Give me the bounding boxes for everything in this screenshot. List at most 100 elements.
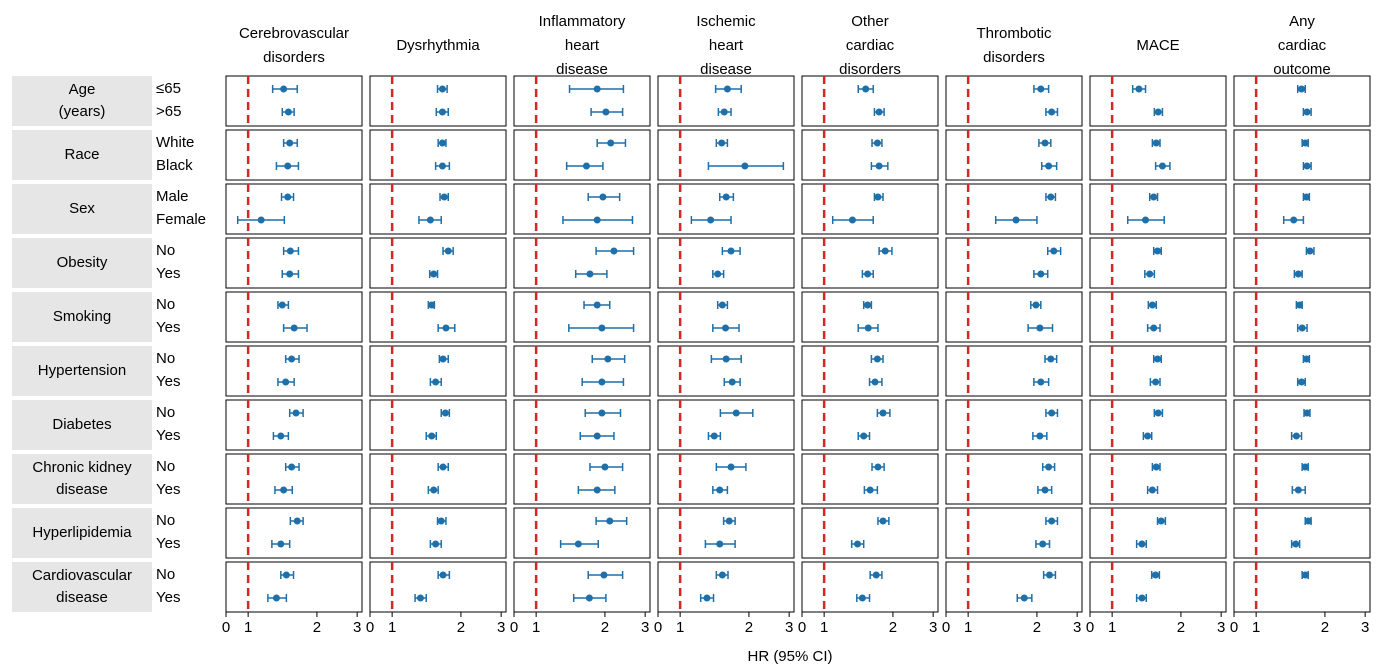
panel — [657, 237, 795, 289]
hr-point — [1012, 216, 1020, 224]
hr-point — [1020, 594, 1028, 602]
panel — [369, 453, 507, 505]
subgroup-label: Yes — [156, 481, 180, 498]
subgroup-label: No — [156, 296, 175, 313]
hr-point — [1306, 247, 1314, 255]
hr-point — [716, 486, 724, 494]
hr-point — [1048, 517, 1056, 525]
panel — [801, 561, 939, 613]
hr-point — [428, 432, 436, 440]
hr-point — [441, 409, 449, 417]
hr-point — [437, 517, 445, 525]
x-tick-label: 3 — [497, 619, 505, 636]
x-tick-label: 3 — [1217, 619, 1225, 636]
panel — [513, 129, 651, 181]
panel — [801, 75, 939, 127]
hr-point — [1154, 355, 1162, 363]
hr-point — [272, 594, 280, 602]
panel — [513, 345, 651, 397]
hr-point — [439, 355, 447, 363]
x-tick-label: 0 — [942, 619, 950, 636]
hr-point — [1296, 301, 1304, 309]
hr-point — [860, 432, 868, 440]
subgroup-label: No — [156, 242, 175, 259]
hr-point — [710, 432, 718, 440]
hr-point — [288, 355, 296, 363]
panel — [1233, 561, 1371, 613]
hr-point — [1138, 540, 1146, 548]
group-label-box — [12, 292, 152, 342]
panel — [1233, 237, 1371, 289]
hr-point — [278, 301, 286, 309]
group-label-box — [12, 184, 152, 234]
panel — [1233, 129, 1371, 181]
x-tick-label: 2 — [313, 619, 321, 636]
x-tick-label: 2 — [457, 619, 465, 636]
hr-point — [1301, 463, 1309, 471]
hr-point — [879, 409, 887, 417]
group-label: Chronic kidney — [32, 459, 132, 476]
hr-point — [284, 162, 292, 170]
hr-point — [438, 162, 446, 170]
hr-point — [718, 571, 726, 579]
group-label-box — [12, 454, 152, 504]
panel — [657, 183, 795, 235]
panel — [801, 237, 939, 289]
panel — [945, 561, 1083, 613]
panel — [1089, 399, 1227, 451]
x-tick-label: 3 — [1361, 619, 1369, 636]
hr-point — [874, 463, 882, 471]
group-label: Age — [69, 81, 96, 98]
panel — [657, 345, 795, 397]
hr-point — [881, 247, 889, 255]
hr-point — [257, 216, 265, 224]
x-tick-label: 3 — [353, 619, 361, 636]
hr-point — [277, 432, 285, 440]
panel — [513, 237, 651, 289]
group-label-box — [12, 76, 152, 126]
panel — [1089, 507, 1227, 559]
hr-point — [280, 486, 288, 494]
hr-point — [864, 301, 872, 309]
panel — [1233, 183, 1371, 235]
panel — [369, 183, 507, 235]
panel — [369, 345, 507, 397]
hr-point — [741, 162, 749, 170]
hr-point — [444, 247, 452, 255]
panel — [225, 129, 363, 181]
panel — [945, 453, 1083, 505]
hr-point — [430, 486, 438, 494]
hr-point — [416, 594, 424, 602]
subgroup-label: Yes — [156, 535, 180, 552]
hr-point — [593, 486, 601, 494]
panel — [945, 129, 1083, 181]
group-label: Smoking — [53, 308, 111, 325]
x-tick-label: 2 — [1033, 619, 1041, 636]
hr-point — [1303, 162, 1311, 170]
hr-point — [286, 139, 294, 147]
hr-point — [1298, 378, 1306, 386]
panel — [225, 183, 363, 235]
x-tick-label: 3 — [641, 619, 649, 636]
hr-point — [438, 139, 446, 147]
panel — [513, 453, 651, 505]
x-axis-label: HR (95% CI) — [747, 648, 832, 665]
hr-point — [604, 355, 612, 363]
hr-point — [430, 270, 438, 278]
hr-point — [1303, 409, 1311, 417]
hr-point — [438, 108, 446, 116]
x-tick-label: 0 — [798, 619, 806, 636]
hr-point — [428, 301, 436, 309]
hr-point — [1041, 486, 1049, 494]
hr-point — [586, 270, 594, 278]
hr-point — [277, 540, 285, 548]
hr-point — [1039, 540, 1047, 548]
hr-point — [1302, 355, 1310, 363]
panel — [1233, 75, 1371, 127]
panel — [1233, 345, 1371, 397]
hr-point — [293, 517, 301, 525]
hr-point — [1304, 517, 1312, 525]
column-title: outcome — [1273, 61, 1331, 78]
hr-point — [1148, 486, 1156, 494]
panel — [513, 561, 651, 613]
